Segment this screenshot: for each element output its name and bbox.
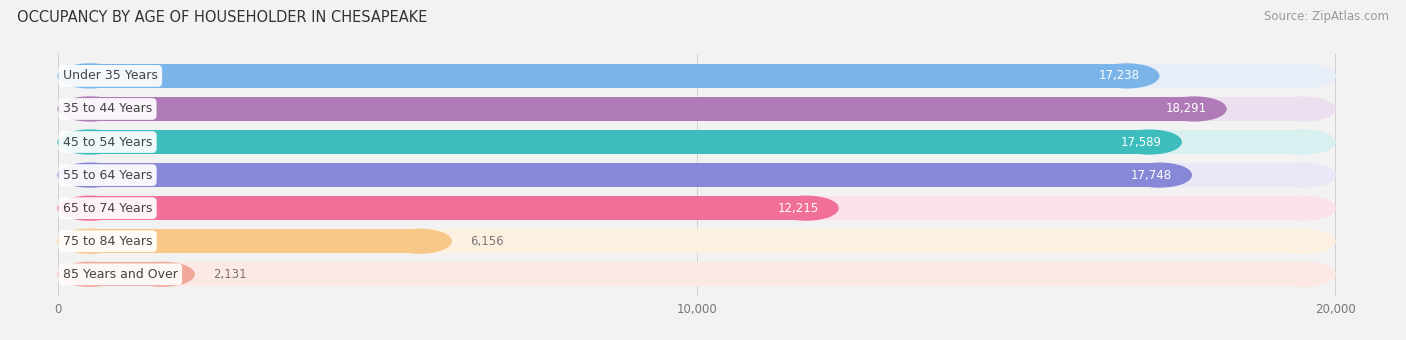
Text: 17,238: 17,238 <box>1098 69 1140 82</box>
Text: Under 35 Years: Under 35 Years <box>63 69 157 82</box>
Bar <box>90 163 1303 187</box>
Ellipse shape <box>58 64 122 88</box>
Ellipse shape <box>1271 97 1336 121</box>
Text: Source: ZipAtlas.com: Source: ZipAtlas.com <box>1264 10 1389 23</box>
Text: 45 to 54 Years: 45 to 54 Years <box>63 136 152 149</box>
Ellipse shape <box>58 230 122 253</box>
Text: 6,156: 6,156 <box>471 235 503 248</box>
Text: 2,131: 2,131 <box>214 268 247 281</box>
Bar <box>90 230 1303 253</box>
Bar <box>90 262 1303 286</box>
Ellipse shape <box>58 130 122 154</box>
Text: 18,291: 18,291 <box>1166 102 1206 116</box>
Text: 35 to 44 Years: 35 to 44 Years <box>63 102 152 116</box>
Text: 17,589: 17,589 <box>1121 136 1161 149</box>
Ellipse shape <box>1128 163 1191 187</box>
Ellipse shape <box>58 163 122 187</box>
Ellipse shape <box>387 230 451 253</box>
Bar <box>90 196 806 220</box>
Ellipse shape <box>1271 230 1336 253</box>
Bar <box>90 97 1194 121</box>
Ellipse shape <box>58 163 122 187</box>
Ellipse shape <box>58 130 122 154</box>
Bar <box>90 130 1303 154</box>
Bar <box>90 262 162 286</box>
Ellipse shape <box>58 262 122 286</box>
Bar <box>90 230 419 253</box>
Text: 12,215: 12,215 <box>778 202 818 215</box>
Text: OCCUPANCY BY AGE OF HOUSEHOLDER IN CHESAPEAKE: OCCUPANCY BY AGE OF HOUSEHOLDER IN CHESA… <box>17 10 427 25</box>
Ellipse shape <box>58 97 122 121</box>
Ellipse shape <box>1271 163 1336 187</box>
Ellipse shape <box>58 196 122 220</box>
Ellipse shape <box>58 262 122 286</box>
Ellipse shape <box>1271 130 1336 154</box>
Bar <box>90 64 1126 88</box>
Ellipse shape <box>1271 262 1336 286</box>
Ellipse shape <box>58 230 122 253</box>
Bar <box>90 97 1303 121</box>
Ellipse shape <box>1118 130 1181 154</box>
Text: 75 to 84 Years: 75 to 84 Years <box>63 235 152 248</box>
Bar <box>90 64 1303 88</box>
Bar <box>90 130 1149 154</box>
Text: 65 to 74 Years: 65 to 74 Years <box>63 202 152 215</box>
Ellipse shape <box>775 196 838 220</box>
Text: 17,748: 17,748 <box>1130 169 1173 182</box>
Ellipse shape <box>58 196 122 220</box>
Text: 55 to 64 Years: 55 to 64 Years <box>63 169 152 182</box>
Bar <box>90 163 1160 187</box>
Ellipse shape <box>1271 64 1336 88</box>
Ellipse shape <box>1095 64 1159 88</box>
Ellipse shape <box>58 97 122 121</box>
Ellipse shape <box>1163 97 1226 121</box>
Bar <box>90 196 1303 220</box>
Ellipse shape <box>1271 196 1336 220</box>
Text: 85 Years and Over: 85 Years and Over <box>63 268 177 281</box>
Ellipse shape <box>58 64 122 88</box>
Ellipse shape <box>131 262 194 286</box>
